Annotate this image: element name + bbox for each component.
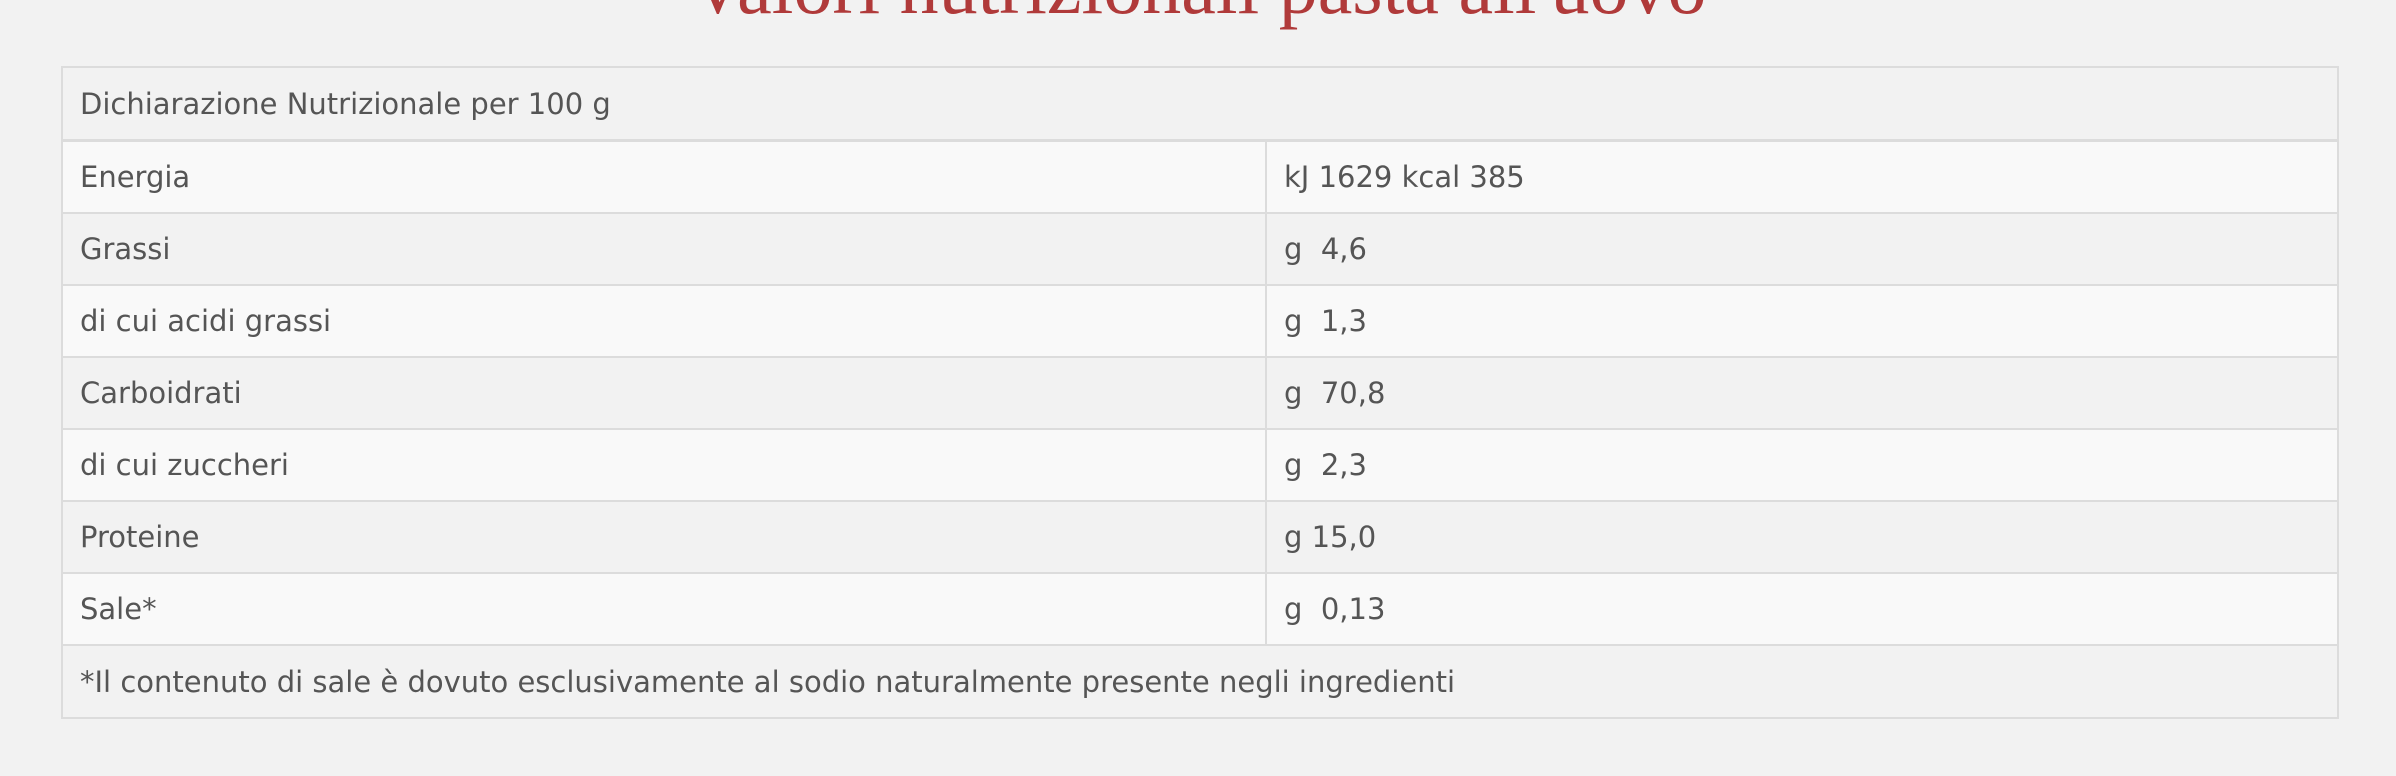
nutrition-table: Dichiarazione Nutrizionale per 100 g Ene…	[61, 66, 2339, 719]
nutrient-name: di cui acidi grassi	[61, 284, 1267, 358]
nutrient-row: di cui acidi grassi g 1,3	[61, 284, 2339, 358]
nutrient-value: g 15,0	[1265, 500, 2339, 574]
nutrient-name: Energia	[61, 139, 1267, 214]
nutrient-row: Proteine g 15,0	[61, 500, 2339, 574]
nutrient-name: Grassi	[61, 212, 1267, 286]
nutrient-row: Energia kJ 1629 kcal 385	[61, 139, 2339, 214]
footnote: *Il contenuto di sale è dovuto esclusiva…	[61, 644, 2339, 719]
nutrient-name: Proteine	[61, 500, 1267, 574]
nutrient-name: Sale*	[61, 572, 1267, 646]
nutrient-row: Sale* g 0,13	[61, 572, 2339, 646]
nutrient-name: di cui zuccheri	[61, 428, 1267, 502]
nutrient-name: Carboidrati	[61, 356, 1267, 430]
footnote-row: *Il contenuto di sale è dovuto esclusiva…	[61, 644, 2339, 719]
caption-row: Dichiarazione Nutrizionale per 100 g	[61, 66, 2339, 142]
nutrient-row: Carboidrati g 70,8	[61, 356, 2339, 430]
table-caption: Dichiarazione Nutrizionale per 100 g	[61, 66, 2339, 142]
page-title: Valori nutrizionali pasta all'uovo	[0, 0, 2396, 32]
nutrient-value: g 4,6	[1265, 212, 2339, 286]
nutrient-value: g 0,13	[1265, 572, 2339, 646]
nutrient-value: g 2,3	[1265, 428, 2339, 502]
nutrient-value: kJ 1629 kcal 385	[1265, 139, 2339, 214]
nutrient-value: g 1,3	[1265, 284, 2339, 358]
nutrient-value: g 70,8	[1265, 356, 2339, 430]
nutrient-row: di cui zuccheri g 2,3	[61, 428, 2339, 502]
nutrient-row: Grassi g 4,6	[61, 212, 2339, 286]
